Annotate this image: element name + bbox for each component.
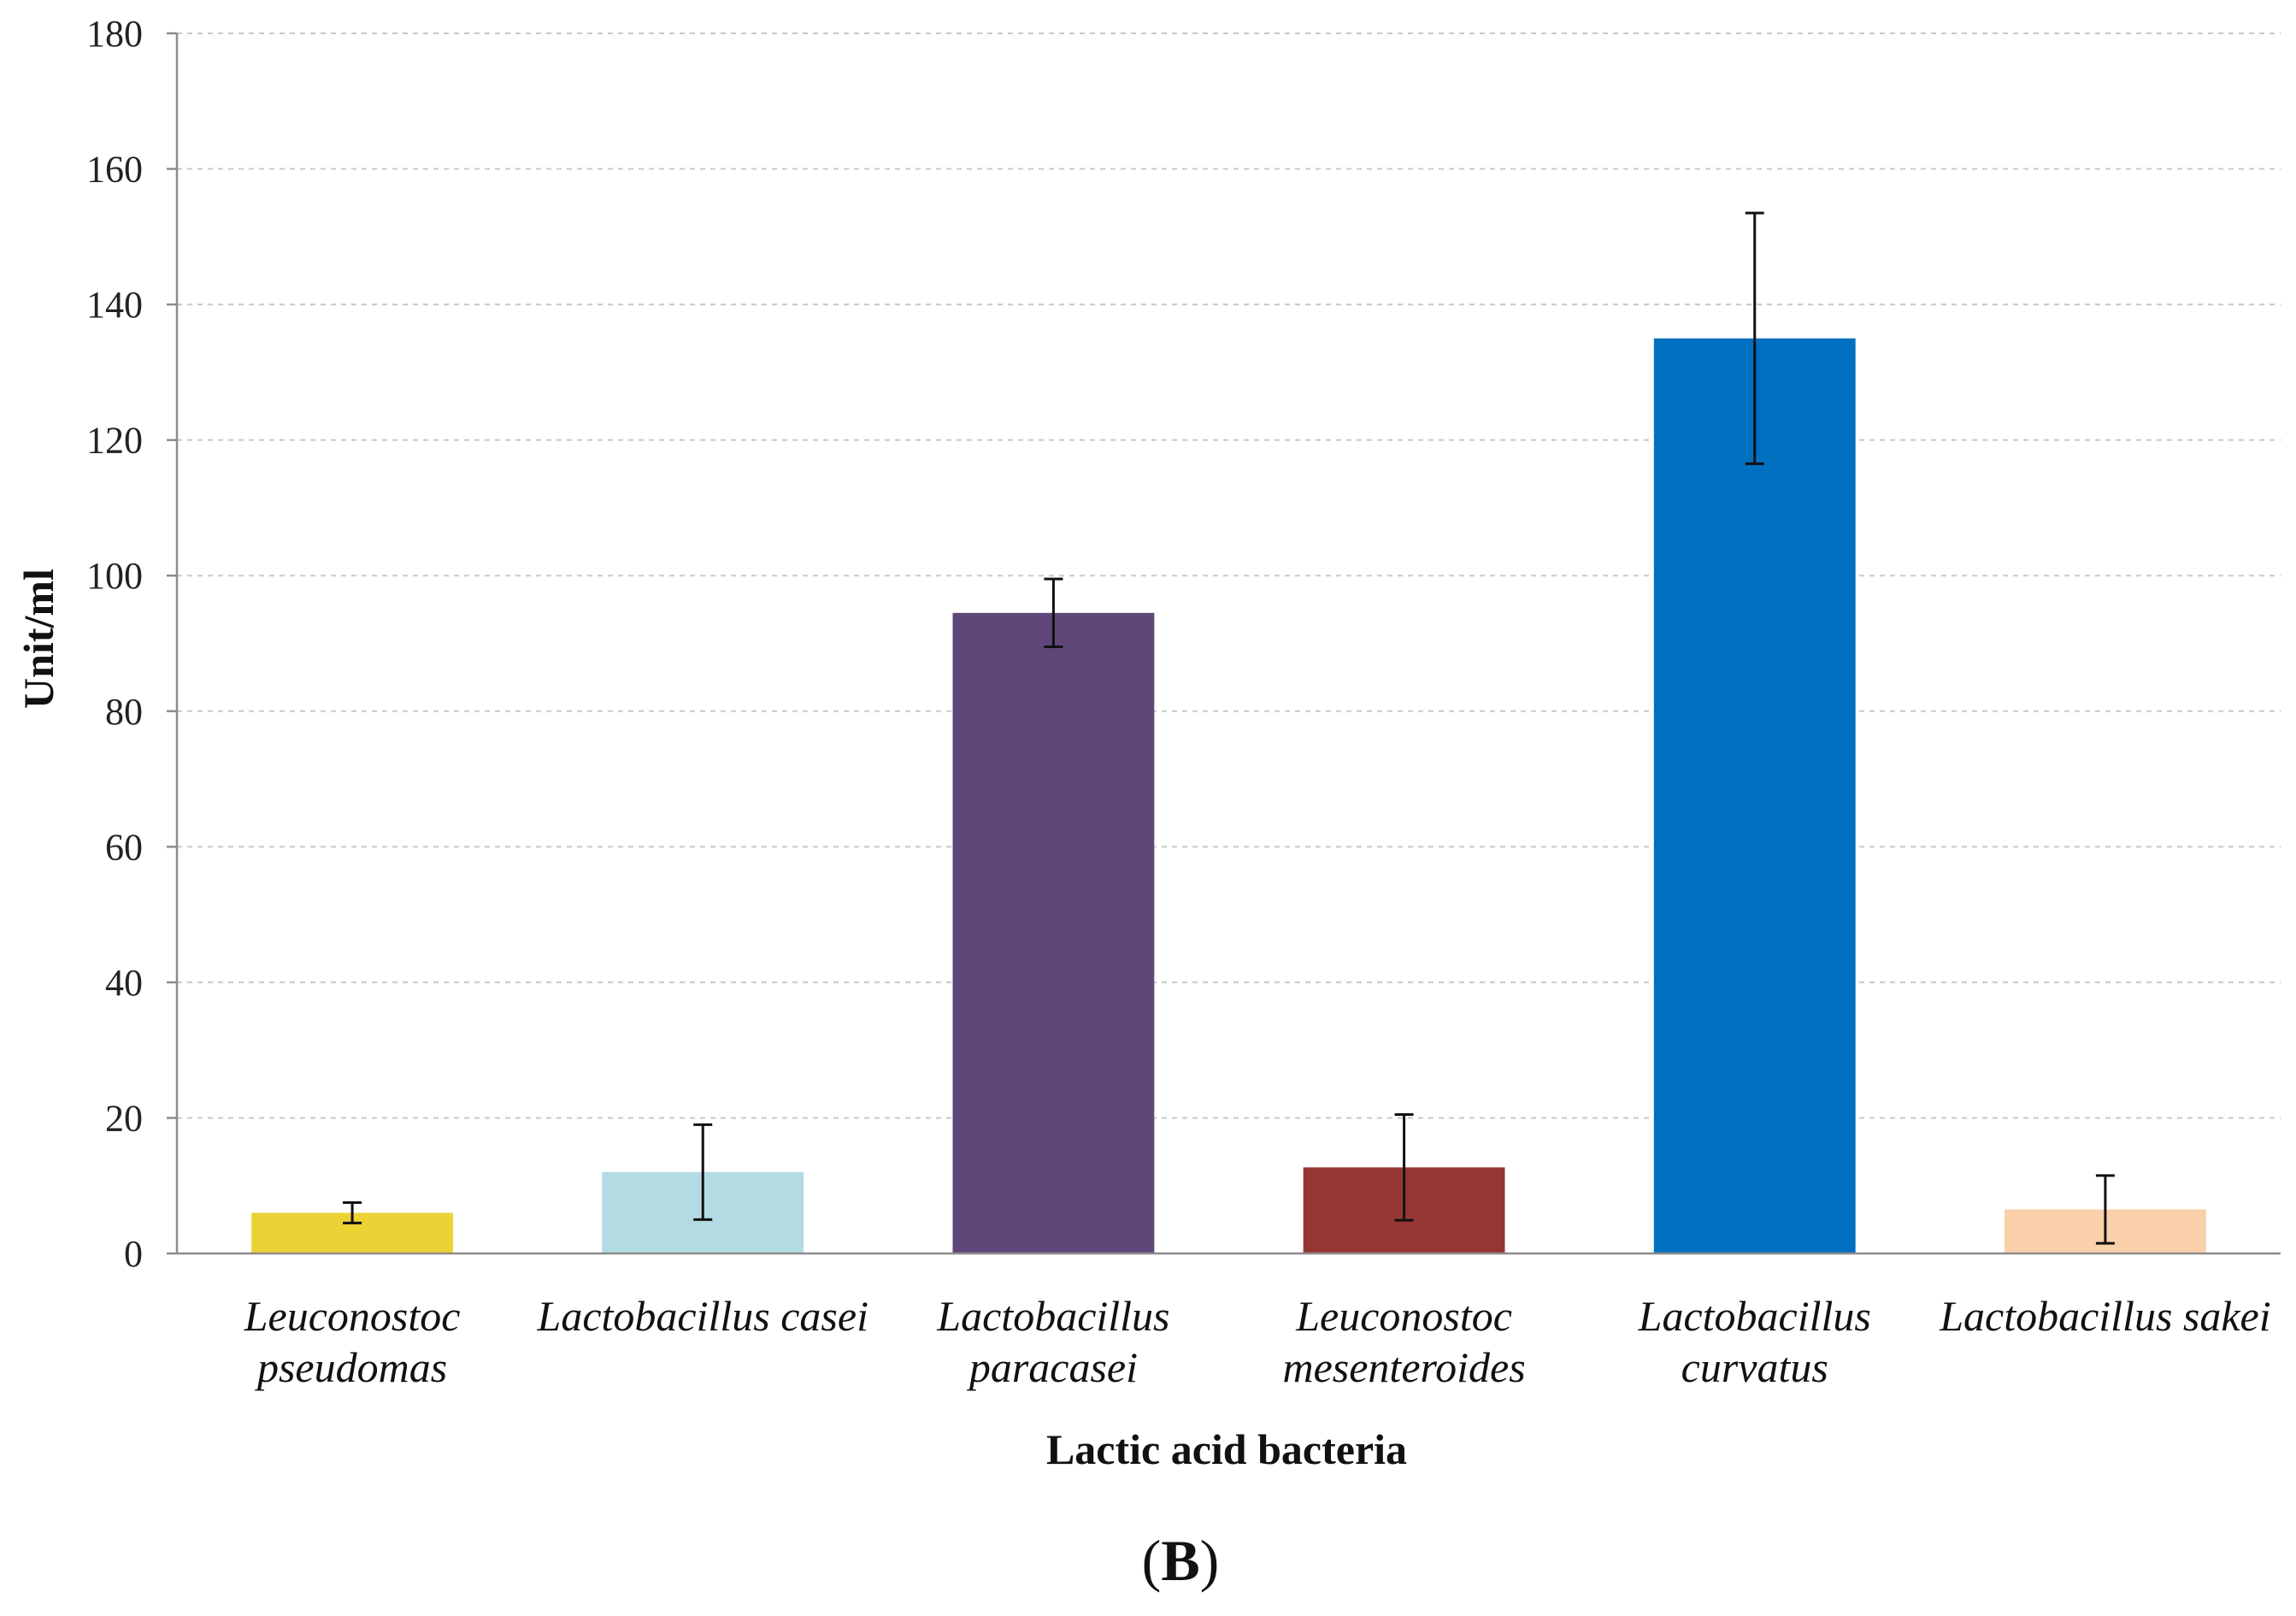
category-label-line: mesenteroides: [1282, 1343, 1525, 1391]
axes: [175, 33, 2281, 1255]
category-label-line: Leuconostoc: [244, 1292, 461, 1340]
bars: [251, 338, 2206, 1253]
panel-label-letter: B: [1161, 1528, 1199, 1593]
panel-label: (B): [1142, 1528, 1220, 1593]
category-label-line: pseudomas: [255, 1343, 447, 1391]
category-label-line: Lactobacillus: [936, 1292, 1169, 1340]
panel-label-close: ): [1200, 1528, 1220, 1593]
y-tick-label: 160: [86, 149, 143, 191]
y-tick-label: 20: [105, 1097, 143, 1139]
bar: [952, 612, 1155, 1253]
y-tick-label: 0: [124, 1233, 143, 1275]
category-label: Leuconostoc pseudomas: [244, 1292, 461, 1391]
category-label: Lactobacillus paracasei: [936, 1292, 1169, 1391]
y-tick-label: 40: [105, 962, 143, 1004]
error-bars: [343, 211, 2115, 1245]
panel-label-open: (: [1142, 1528, 1162, 1593]
gridlines: [177, 32, 2281, 1119]
category-label-line: Leuconostoc: [1295, 1292, 1512, 1340]
x-axis-title: Lactic acid bacteria: [1046, 1425, 1407, 1473]
y-tick-label: 60: [105, 826, 143, 868]
category-label-line: Lactobacillus: [1638, 1292, 1871, 1340]
y-tick-labels: 0 20 40 60 80 100 120 140 160 180: [86, 13, 177, 1275]
category-label: Lactobacillus casei: [537, 1292, 868, 1340]
bar: [1653, 338, 1856, 1253]
y-tick-label: 100: [86, 555, 143, 597]
y-tick-label: 140: [86, 284, 143, 326]
y-tick-label: 120: [86, 420, 143, 462]
y-axis-title: Unit/ml: [15, 569, 62, 709]
category-label-line: paracasei: [967, 1343, 1138, 1391]
category-label: Leuconostoc mesenteroides: [1282, 1292, 1525, 1391]
y-tick-label: 80: [105, 691, 143, 733]
category-label: Lactobacillus curvatus: [1638, 1292, 1871, 1391]
category-label: Lactobacillus sakei: [1939, 1292, 2270, 1340]
y-tick-label: 180: [86, 13, 143, 55]
category-label-line: Lactobacillus sakei: [1939, 1292, 2270, 1340]
category-label-line: curvatus: [1681, 1343, 1828, 1391]
category-label-line: Lactobacillus casei: [537, 1292, 868, 1340]
